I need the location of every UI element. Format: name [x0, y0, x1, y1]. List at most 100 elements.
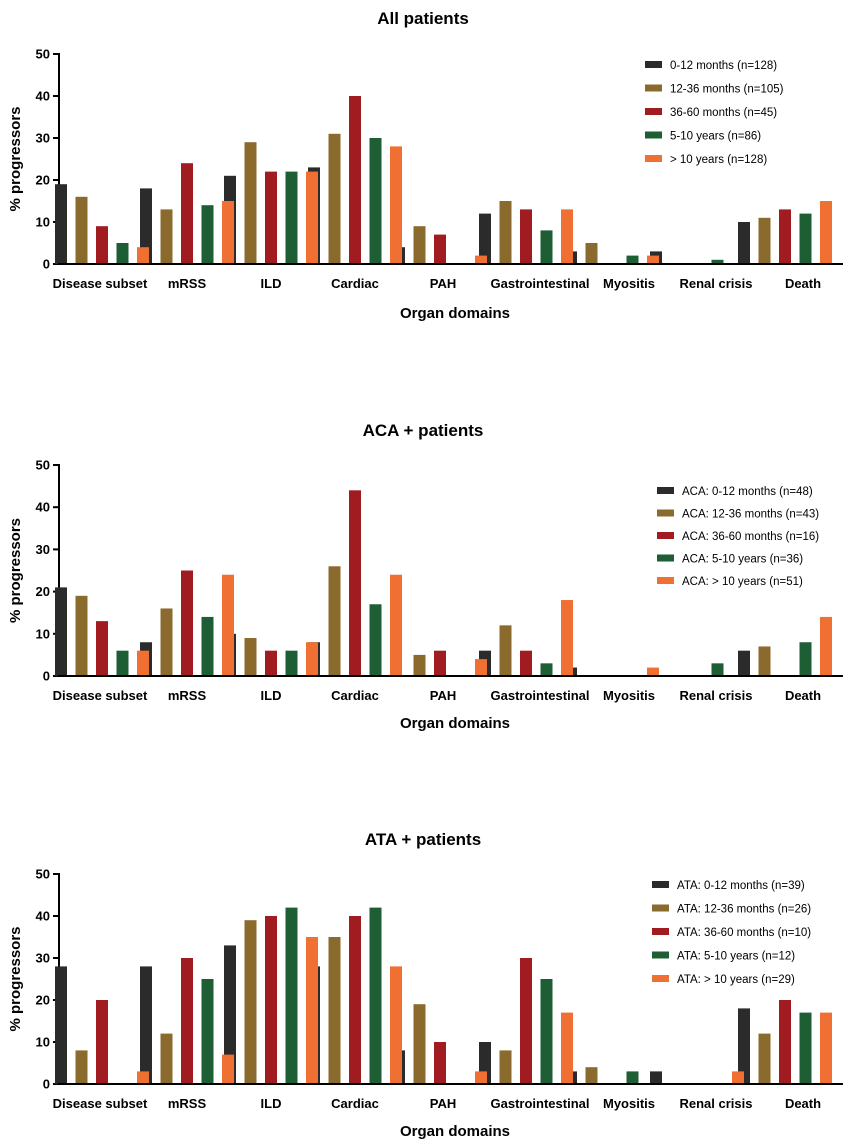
bar [779, 1000, 791, 1084]
x-tick-label: Gastrointestinal [491, 688, 590, 703]
legend-entry: 5-10 years (n=86) [670, 131, 761, 143]
x-tick-label: Cardiac [331, 1096, 379, 1111]
legend: ACA: 0-12 months (n=48) ACA: 12-36 months… [657, 486, 819, 588]
bar [626, 255, 639, 264]
x-tick-label: mRSS [168, 1096, 207, 1111]
bar [96, 621, 108, 676]
legend-entry: ATA: > 10 years (n=29) [677, 974, 795, 986]
bar [75, 595, 88, 676]
bar [647, 255, 659, 264]
bar [349, 490, 361, 676]
x-tick-label: Disease subset [53, 1096, 148, 1111]
legend-swatch [645, 84, 662, 92]
bar [820, 616, 832, 676]
legend-swatch [652, 951, 669, 959]
bar [306, 937, 318, 1084]
bar [390, 966, 402, 1084]
legend-entry: > 10 years (n=128) [670, 154, 767, 166]
bar [540, 663, 553, 676]
bar [137, 247, 149, 264]
bar [369, 138, 382, 264]
legend-swatch [645, 61, 662, 68]
y-tick-label: 20 [36, 584, 50, 599]
legend: 0-12 months (n=128) 12-36 months (n=105) 3… [645, 60, 784, 166]
bar [201, 205, 214, 264]
x-tick-label: PAH [430, 1096, 456, 1111]
legend-entry: ACA: 12-36 months (n=43) [682, 509, 819, 521]
bar [475, 659, 487, 676]
legend-entry: ATA: 36-60 months (n=10) [677, 927, 811, 939]
y-tick-label: 0 [43, 669, 50, 684]
x-tick-label: Myositis [603, 688, 655, 703]
y-tick-label: 40 [36, 89, 50, 104]
bar [799, 642, 812, 676]
bar [413, 226, 426, 264]
bar [201, 616, 214, 676]
y-axis-label: % progressors [7, 106, 24, 211]
x-tick-label: Renal crisis [680, 1096, 753, 1111]
y-tick-label: 40 [36, 500, 50, 515]
x-tick-label: Gastrointestinal [491, 276, 590, 291]
x-tick-label: Gastrointestinal [491, 1096, 590, 1111]
x-tick-label: mRSS [168, 276, 207, 291]
legend-swatch [645, 131, 662, 139]
x-axis-label: Organ domains [400, 305, 510, 322]
bar [647, 667, 659, 676]
bar [222, 201, 234, 264]
bar [738, 650, 750, 676]
y-tick-label: 0 [43, 257, 50, 272]
x-tick-label: ILD [261, 276, 282, 291]
y-tick-label: 20 [36, 993, 50, 1008]
bar [799, 213, 812, 264]
x-tick-label: Renal crisis [680, 688, 753, 703]
y-tick-label: 30 [36, 131, 50, 146]
bar [224, 945, 236, 1084]
y-tick-label: 30 [36, 951, 50, 966]
y-tick-label: 30 [36, 542, 50, 557]
bar [561, 600, 573, 676]
bar [475, 1071, 487, 1084]
bar [140, 188, 152, 264]
chart-panel-1: All patients % progressors Organ domains 0 1… [7, 9, 843, 322]
bar [369, 604, 382, 676]
bar [520, 650, 532, 676]
bar [116, 243, 129, 264]
bar [116, 650, 129, 676]
bar [75, 1050, 88, 1084]
bar [96, 1000, 108, 1084]
legend-entry: ACA: 36-60 months (n=16) [682, 531, 819, 543]
y-tick-label: 10 [36, 1035, 50, 1050]
legend: ATA: 0-12 months (n=39) ATA: 12-36 months… [652, 880, 811, 986]
bar [306, 642, 318, 676]
legend-entry: 12-36 months (n=105) [670, 84, 784, 96]
bar [779, 209, 791, 264]
x-tick-label: ILD [261, 688, 282, 703]
bar [285, 907, 298, 1084]
bar [328, 566, 341, 676]
x-tick-label: ILD [261, 1096, 282, 1111]
y-axis-label: % progressors [7, 926, 24, 1031]
y-tick-label: 50 [36, 47, 50, 62]
x-tick-label: mRSS [168, 688, 207, 703]
bar [349, 96, 361, 264]
bar [306, 171, 318, 264]
bar [55, 184, 67, 264]
chart-title: ATA + patients [365, 830, 481, 849]
bar [369, 907, 382, 1084]
x-tick-label: PAH [430, 688, 456, 703]
bar [585, 243, 598, 264]
x-axis-label: Organ domains [400, 715, 510, 732]
legend-swatch [652, 975, 669, 982]
chart-panel-2: ACA + patients % progressors Organ domains… [7, 421, 843, 732]
legend-swatch [652, 881, 669, 888]
chart-title: ACA + patients [363, 421, 484, 440]
y-tick-label: 0 [43, 1077, 50, 1092]
bar [626, 1071, 639, 1084]
y-tick-label: 20 [36, 173, 50, 188]
x-tick-label: Death [785, 1096, 821, 1111]
legend-swatch [652, 928, 669, 935]
bar [711, 259, 724, 264]
x-tick-label: PAH [430, 276, 456, 291]
bar [222, 574, 234, 676]
bar [434, 234, 446, 264]
